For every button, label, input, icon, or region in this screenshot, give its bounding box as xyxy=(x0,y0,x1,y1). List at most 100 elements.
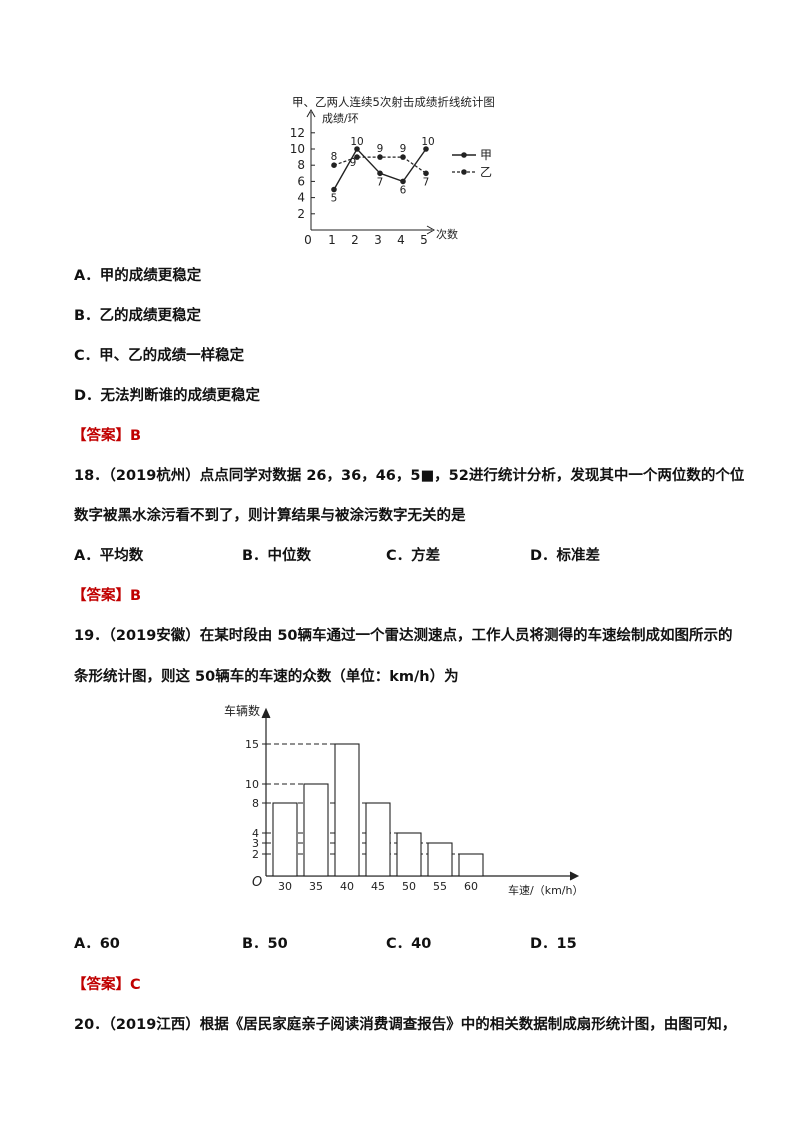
q18-option-d: D．标准差 xyxy=(530,548,601,564)
chart1-y-tick-label: 12 xyxy=(290,126,305,140)
chart2-x-arrow xyxy=(569,871,580,881)
q19-option-a: A．60 xyxy=(74,936,120,952)
q19-option-d: D．15 xyxy=(530,936,577,952)
chart1-x-tick-label: 1 xyxy=(328,233,336,244)
q18-line1: 18．（2019杭州）点点同学对数据 26，36，46，5■，52进行统计分析，… xyxy=(74,468,745,484)
chart2-y-tick-label: 15 xyxy=(245,738,259,751)
chart2-y-tick-label: 3 xyxy=(252,837,259,850)
chart1-y-tick-label: 2 xyxy=(297,207,305,221)
chart1-y-tick-label: 4 xyxy=(297,191,305,205)
answer-label: 【答案】 xyxy=(72,977,130,993)
series-yi-data-label: 7 xyxy=(423,176,430,188)
chart1-series: 5 8 10 9 7 9 6 9 10 7 xyxy=(331,136,435,205)
q20-line1: 20．（2019江西）根据《居民家庭亲子阅读消费调查报告》中的相关数据制成扇形统… xyxy=(74,1017,737,1033)
chart1-x-ticks: 0 1 2 3 4 5 xyxy=(304,233,428,244)
chart2-x-tick-label: 35 xyxy=(309,880,323,893)
legend-jia-marker xyxy=(461,152,467,158)
chart1-y-tick-label: 8 xyxy=(297,158,305,172)
q18-answer: 【答案】B xyxy=(72,584,141,605)
chart2-y-tick-label: 2 xyxy=(252,848,259,861)
series-yi-data-label: 8 xyxy=(331,151,338,163)
vehicle-speed-bar-chart: 车辆数 O 车速/（km/h） 15 10 8 432 30 35 40 45 50 55 60 xyxy=(224,703,583,897)
chart2-y-tick-label: 4 xyxy=(252,827,259,840)
q18-option-a: A．平均数 xyxy=(74,548,144,564)
q19-line2: 条形统计图，则这 50辆车的车速的众数（单位：km/h）为 xyxy=(74,669,459,685)
q19-answer: 【答案】C xyxy=(72,973,141,994)
chart2-x-ticks: 30 35 40 45 50 55 60 xyxy=(278,880,478,893)
series-yi-point xyxy=(377,154,383,160)
chart1-ylabel: 成绩/环 xyxy=(322,112,359,125)
series-jia-point xyxy=(331,186,337,193)
series-jia-data-label: 7 xyxy=(377,176,384,188)
legend-jia-label: 甲 xyxy=(480,148,492,162)
series-yi-point xyxy=(400,154,406,160)
answer-value: B xyxy=(130,588,142,604)
chart2-x-tick-label: 40 xyxy=(340,880,354,893)
q19-option-c: C．40 xyxy=(386,936,432,952)
chart1-axes xyxy=(306,108,436,235)
q18-option-b: B．中位数 xyxy=(242,548,312,564)
q18-option-c: C．方差 xyxy=(386,548,441,564)
q17-option-d: D．无法判断谁的成绩更稳定 xyxy=(74,388,261,404)
series-yi-data-label: 9 xyxy=(400,143,407,155)
q19-option-b: B．50 xyxy=(242,936,288,952)
series-jia-point xyxy=(423,146,429,152)
chart1-xlabel: 次数 xyxy=(436,227,458,241)
q17-option-c: C．甲、乙的成绩一样稳定 xyxy=(74,348,245,364)
q17-answer: 【答案】B xyxy=(72,424,141,445)
q18-line2: 数字被黑水涂污看不到了，则计算结果与被涂污数字无关的是 xyxy=(74,508,466,524)
series-jia-data-label: 5 xyxy=(331,193,338,205)
series-jia-data-label: 10 xyxy=(421,136,434,148)
chart2-y-arrow xyxy=(261,707,271,719)
answer-label: 【答案】 xyxy=(72,428,130,444)
q19-line1: 19．（2019安徽）在某时段由 50辆车通过一个雷达测速点，工作人员将测得的车… xyxy=(74,628,733,644)
q17-option-b: B．乙的成绩更稳定 xyxy=(74,308,202,324)
series-yi-point xyxy=(354,154,360,160)
series-jia-point xyxy=(377,170,383,177)
series-yi-data-label: 9 xyxy=(377,143,384,155)
chart1-x-tick-label: 2 xyxy=(351,233,359,244)
chart1-legend: 甲 乙 xyxy=(452,148,492,179)
chart2-bar xyxy=(427,842,453,877)
chart2-x-tick-label: 55 xyxy=(433,880,447,893)
chart2-bar xyxy=(396,832,422,877)
chart2-bar xyxy=(334,743,360,877)
q19-options: A．60 B．50 C．40 D．15 xyxy=(74,932,724,952)
series-yi-point xyxy=(423,170,429,177)
chart1-y-arrow xyxy=(306,108,316,118)
chart1-title: 甲、乙两人连续5次射击成绩折线统计图 xyxy=(292,95,495,109)
chart1-x-tick-label: 4 xyxy=(397,233,405,244)
series-jia-point xyxy=(354,146,360,152)
chart2-y-ticks: 15 10 8 432 xyxy=(245,738,266,861)
chart1-x-tick-label: 3 xyxy=(374,233,382,244)
chart2-y-tick-label: 10 xyxy=(245,778,259,791)
chart2-origin: O xyxy=(252,875,262,890)
series-jia-point xyxy=(400,178,406,185)
answer-value: C xyxy=(130,977,141,993)
series-jia-data-label: 6 xyxy=(400,184,407,196)
series-yi-point xyxy=(331,162,337,168)
series-jia-data-label: 10 xyxy=(350,136,363,148)
chart2-bar xyxy=(303,783,329,877)
chart2-bar xyxy=(365,802,391,877)
answer-label: 【答案】 xyxy=(72,588,130,604)
chart2-x-tick-label: 50 xyxy=(402,880,416,893)
chart1-y-tick-label: 10 xyxy=(290,142,305,156)
chart1-x-arrow xyxy=(426,225,436,235)
chart2-y-tick-label: 8 xyxy=(252,797,259,810)
q18-options: A．平均数 B．中位数 C．方差 D．标准差 xyxy=(74,544,724,564)
chart1-y-tick-label: 6 xyxy=(297,174,305,188)
answer-value: B xyxy=(130,428,142,444)
legend-yi-marker xyxy=(461,169,467,175)
chart2-bar xyxy=(458,853,484,877)
chart1-x-tick-label: 0 xyxy=(304,233,312,244)
chart2-x-tick-label: 60 xyxy=(464,880,478,893)
chart2-ylabel: 车辆数 xyxy=(224,703,260,718)
chart2-x-tick-label: 30 xyxy=(278,880,292,893)
legend-yi-label: 乙 xyxy=(480,165,492,179)
chart2-bar xyxy=(272,802,298,877)
chart2-bars xyxy=(272,743,484,877)
chart2-xlabel: 车速/（km/h） xyxy=(508,883,583,897)
q17-option-a: A．甲的成绩更稳定 xyxy=(74,268,202,284)
